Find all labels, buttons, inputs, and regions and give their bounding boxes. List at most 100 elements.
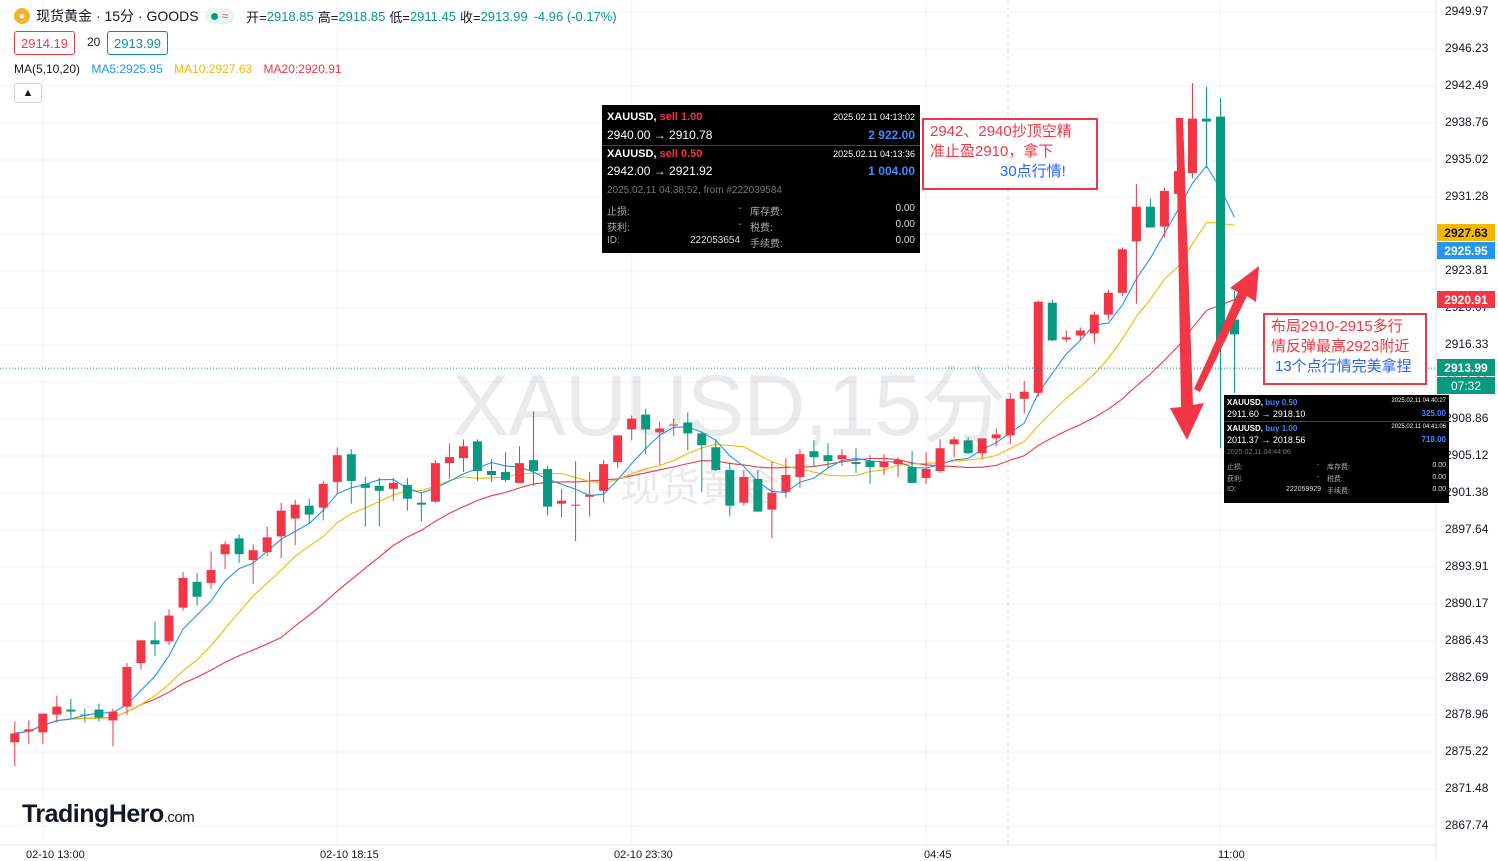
trade-side: sell 0.50 <box>659 148 703 160</box>
field-value: 0.00 <box>895 235 915 246</box>
candle-body <box>66 709 76 712</box>
candle-body <box>1005 398 1015 436</box>
candle-body <box>444 457 454 464</box>
note-line: 布局2910-2915多行 <box>1271 318 1403 335</box>
candle-body <box>1230 319 1240 335</box>
candle-body <box>529 460 539 472</box>
price-axis-label: 2878.96 <box>1445 706 1489 721</box>
ma-legend[interactable]: MA(5,10,20) MA5:2925.95 MA10:2927.63 MA2… <box>14 62 350 76</box>
market-status-pill[interactable]: ≈ <box>204 8 235 24</box>
sell-price-button[interactable]: 2914.19 <box>14 31 75 55</box>
field-key: 手续费: <box>750 239 783 250</box>
candle-body <box>543 469 553 507</box>
field-key: 止损: <box>1227 464 1243 471</box>
field-key: 获利: <box>1227 476 1243 483</box>
candle-body <box>360 483 370 488</box>
candle-body <box>1103 292 1113 315</box>
trade-time: 2025.02.11 04:40:27 <box>1391 398 1446 404</box>
candle-body <box>38 713 48 733</box>
price-axis-label: 2897.64 <box>1445 522 1489 537</box>
symbol-title[interactable]: 现货黄金 · 15分 · GOODS <box>36 8 199 24</box>
candle-body <box>150 640 160 645</box>
trade-profit: 325.00 <box>1421 409 1446 418</box>
candle-body <box>220 544 230 555</box>
candle-body <box>753 478 763 512</box>
brand-suffix: .com <box>163 809 195 826</box>
candle-body <box>1187 118 1197 174</box>
candle-body <box>304 505 314 515</box>
candle-body <box>290 504 300 519</box>
candle-body <box>1089 314 1099 334</box>
candle-body <box>94 709 104 718</box>
trade-symbol: XAUUSD, <box>1227 424 1264 433</box>
candle-body <box>711 447 721 471</box>
price-axis-label: 2867.74 <box>1445 818 1489 832</box>
candle-body <box>669 424 679 426</box>
candle-body <box>571 504 581 506</box>
trade-time: 2025.02.11 04:41:06 <box>1391 424 1446 430</box>
trade-prices: 2911.60 → 2918.10 <box>1227 409 1306 419</box>
candle-body <box>949 439 959 445</box>
candle-body <box>557 500 567 504</box>
ma20-legend: MA20:2920.91 <box>263 62 342 76</box>
annotation-note-short: 2942、2940抄顶空精 准止盈2910，拿下 30点行情! <box>922 118 1098 190</box>
field-key: ID: <box>1227 486 1236 493</box>
note-line: 准止盈2910，拿下 <box>930 143 1054 160</box>
buy-price-button[interactable]: 2913.99 <box>107 31 168 55</box>
trade-symbol: XAUUSD, <box>607 148 657 160</box>
candle-body <box>248 550 258 561</box>
candle-body <box>683 422 693 434</box>
trade-history-panel: XAUUSD, sell 1.00 2025.02.11 04:13:02 29… <box>602 105 920 253</box>
market-open-dot-icon <box>210 12 218 20</box>
price-axis-label: 2875.22 <box>1445 743 1489 758</box>
candle-body <box>865 461 875 468</box>
close-value: 2913.99 <box>480 8 528 24</box>
field-value: - <box>738 203 742 214</box>
price-axis-label: 2946.23 <box>1445 41 1489 56</box>
candle-body <box>907 467 917 483</box>
trade-side: buy 1.00 <box>1265 424 1298 433</box>
ma20-price-tag: 2920.91 <box>1437 291 1495 308</box>
candle-body <box>1145 206 1155 228</box>
ma10-price-tag: 2927.63 <box>1437 224 1495 241</box>
candle-body <box>837 455 847 460</box>
field-value: 0.00 <box>1432 486 1446 493</box>
field-value: - <box>1317 474 1320 481</box>
candle-body <box>697 433 707 446</box>
candle-body <box>795 454 805 477</box>
price-axis-label: 2949.97 <box>1445 4 1489 18</box>
open-label: 开= <box>246 9 267 25</box>
candle-body <box>599 464 609 491</box>
candle-body <box>262 537 272 553</box>
time-axis-label: 11:00 <box>1218 849 1245 861</box>
candle-body <box>921 469 931 478</box>
candle-body <box>641 414 651 430</box>
trade-footer: 2025.02.11 04:38:52, from #222039584 <box>607 185 782 196</box>
candle-body <box>486 471 496 475</box>
candle-body <box>725 470 735 506</box>
price-axis-label: 2901.38 <box>1445 484 1489 499</box>
candle-body <box>430 463 440 502</box>
field-value: 222053654 <box>690 235 741 246</box>
note-line: 2942、2940抄顶空精 <box>930 123 1072 140</box>
candle-body <box>991 434 1001 439</box>
candle-body <box>52 706 62 715</box>
collapse-legend-button[interactable]: ▲ <box>14 83 42 103</box>
approx-wave-icon: ≈ <box>221 9 229 23</box>
candle-body <box>178 577 188 608</box>
candle-body <box>1033 301 1043 393</box>
candle-body <box>1159 190 1169 227</box>
price-axis-label: 2882.69 <box>1445 670 1489 684</box>
candle-body <box>655 428 665 433</box>
gold-coin-icon[interactable]: ● <box>14 8 30 24</box>
chevron-up-icon: ▲ <box>22 87 34 99</box>
brand-logo: TradingHero.com <box>22 800 195 829</box>
change-value: -4.96 (-0.17%) <box>533 8 617 24</box>
trade-divider <box>1224 421 1449 422</box>
low-label: 低= <box>389 9 410 25</box>
candle-body <box>122 667 132 707</box>
note-line: 情反弹最高2923附近 <box>1271 338 1410 355</box>
field-key: 税费: <box>750 223 773 234</box>
field-key: 止损: <box>607 207 630 218</box>
